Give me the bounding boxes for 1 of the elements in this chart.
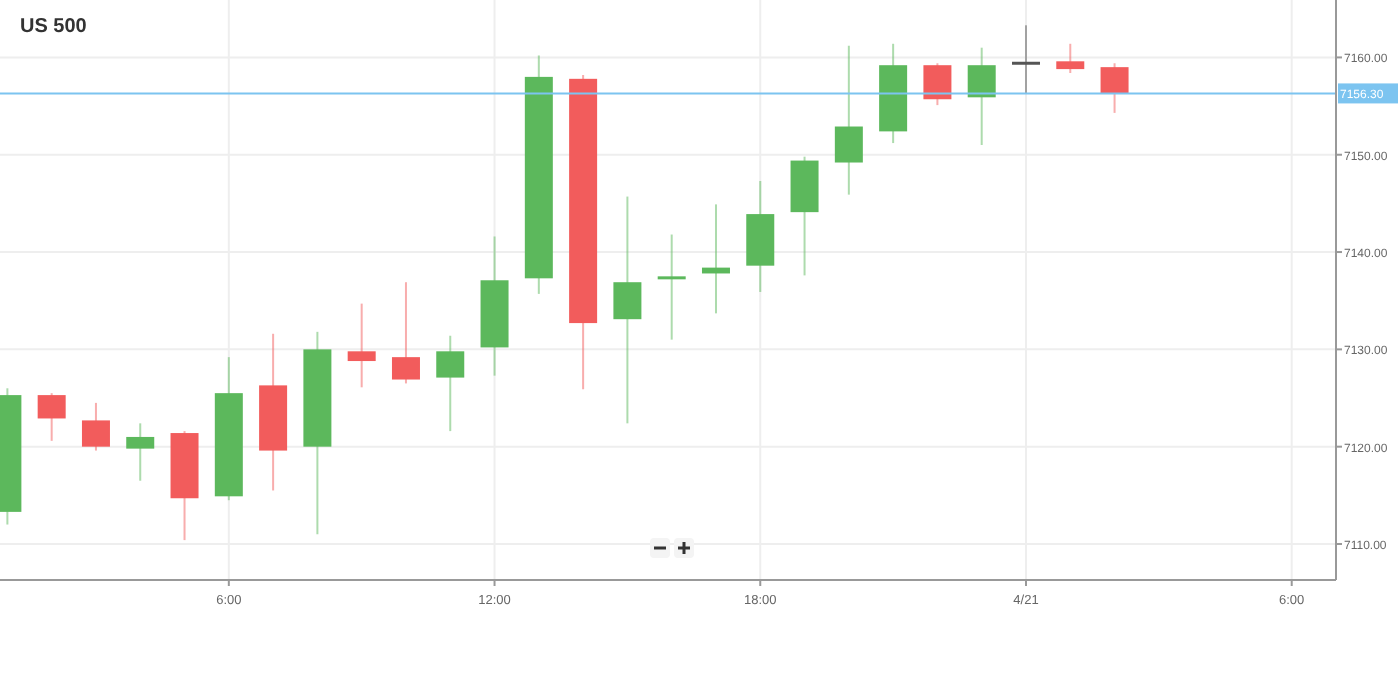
text: US 500 — [20, 16, 88, 38]
